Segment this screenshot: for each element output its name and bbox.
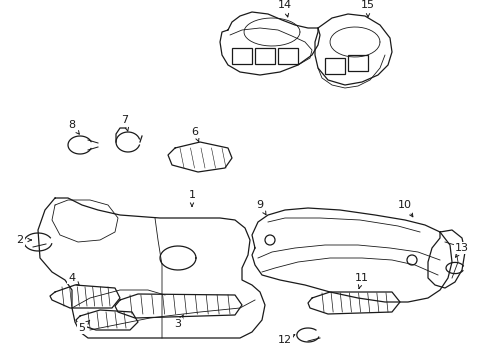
Text: 13: 13 bbox=[454, 243, 468, 253]
Text: 3: 3 bbox=[174, 319, 181, 329]
Text: 5: 5 bbox=[79, 323, 85, 333]
Text: 11: 11 bbox=[354, 273, 368, 283]
Text: 10: 10 bbox=[397, 200, 411, 210]
Text: 7: 7 bbox=[121, 115, 128, 125]
Bar bbox=[325, 58, 345, 74]
Text: 8: 8 bbox=[68, 120, 76, 130]
Bar bbox=[254, 48, 274, 64]
Text: 12: 12 bbox=[277, 335, 291, 345]
Text: 9: 9 bbox=[256, 200, 263, 210]
Text: 2: 2 bbox=[17, 235, 23, 245]
Text: 1: 1 bbox=[188, 190, 195, 200]
Text: 15: 15 bbox=[360, 0, 374, 10]
Text: 14: 14 bbox=[277, 0, 291, 10]
Text: 4: 4 bbox=[68, 273, 76, 283]
Bar bbox=[347, 55, 367, 71]
Text: 6: 6 bbox=[191, 127, 198, 137]
Bar bbox=[278, 48, 297, 64]
Bar bbox=[231, 48, 251, 64]
